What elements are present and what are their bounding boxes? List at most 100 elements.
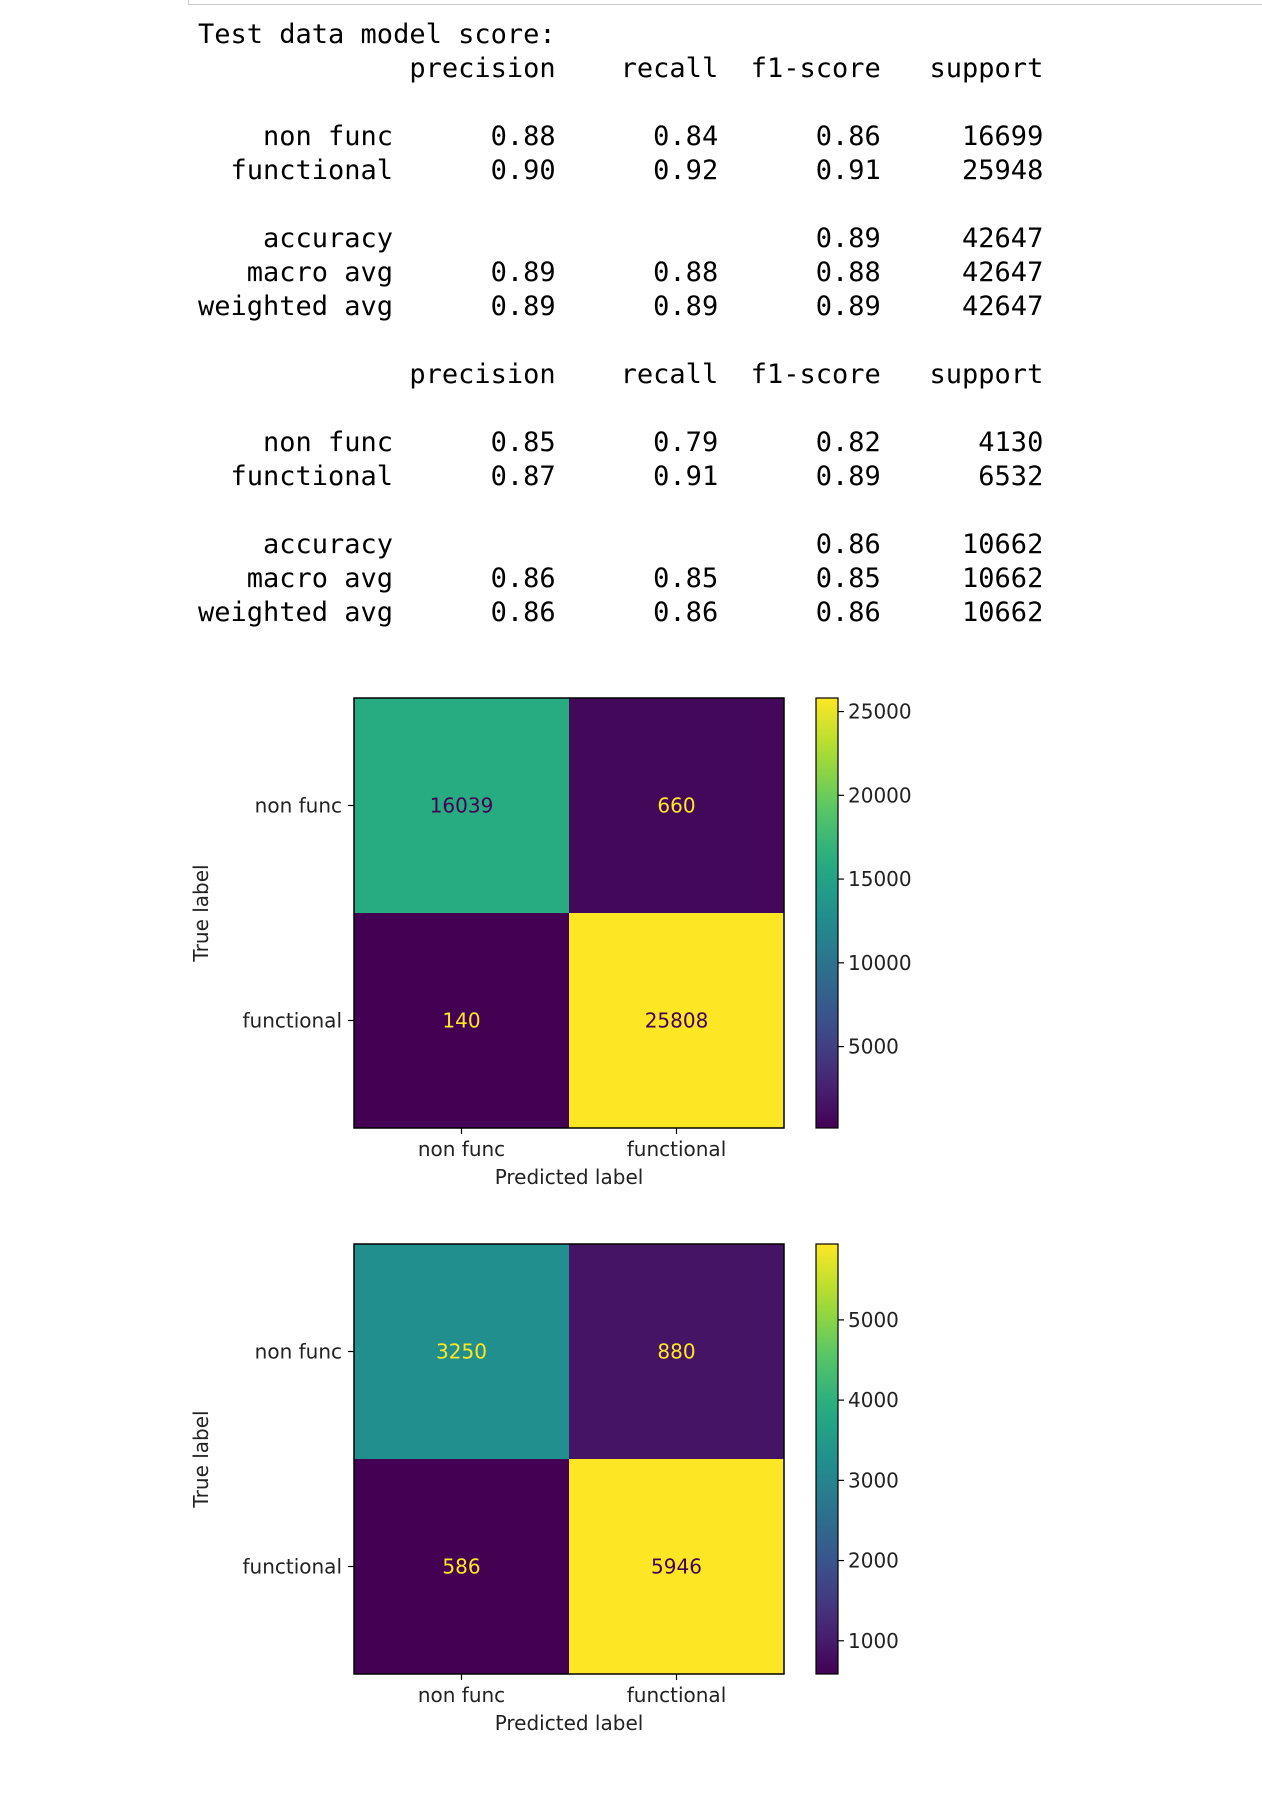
cell-value: 0.89 bbox=[718, 461, 881, 492]
row-label: macro avg bbox=[198, 257, 394, 288]
cell-value: 0.84 bbox=[555, 121, 719, 152]
cell-value: 0.88 bbox=[718, 257, 881, 288]
cm-cell bbox=[569, 1459, 784, 1674]
confusion-matrix-1: 16039 660 140 25808 non func functional non fu… bbox=[180, 690, 940, 1250]
y-tick-label: non func bbox=[255, 794, 342, 818]
cm-cell bbox=[354, 698, 569, 913]
report-line: macro avg 0.89 0.88 0.88 42647 bbox=[198, 257, 1044, 288]
colorbar-tick-label: 1000 bbox=[848, 1629, 899, 1653]
report-line: precision recall f1-score support bbox=[198, 53, 1043, 84]
output-cell-border bbox=[188, 0, 1262, 5]
row-label: accuracy bbox=[198, 529, 394, 560]
column-header: f1-score bbox=[718, 359, 881, 390]
cell-value: 0.86 bbox=[718, 597, 881, 628]
cm-frame bbox=[353, 697, 785, 1129]
spacer bbox=[198, 359, 393, 390]
column-header: precision bbox=[393, 359, 556, 390]
report-line: Test data model score: bbox=[198, 19, 556, 50]
cell-value: 0.91 bbox=[718, 155, 881, 186]
cell-value: 0.89 bbox=[393, 257, 556, 288]
cell-value: 0.82 bbox=[718, 427, 881, 458]
cell-value: 10662 bbox=[880, 597, 1044, 628]
colorbar-tick-label: 5000 bbox=[848, 1035, 899, 1059]
cell-value: 0.86 bbox=[555, 597, 719, 628]
cell-value: 0.85 bbox=[718, 563, 881, 594]
cm-cell-value: 880 bbox=[657, 1340, 695, 1364]
y-axis-label: True label bbox=[189, 864, 213, 962]
cm-cell bbox=[569, 913, 784, 1128]
column-header: f1-score bbox=[718, 53, 881, 84]
cell-value bbox=[556, 223, 719, 254]
cell-value: 0.91 bbox=[555, 461, 719, 492]
column-header: recall bbox=[555, 53, 719, 84]
colorbar-tick-label: 5000 bbox=[848, 1308, 899, 1332]
report-line: non func 0.88 0.84 0.86 16699 bbox=[198, 121, 1043, 152]
colorbar-tick-label: 25000 bbox=[848, 700, 912, 724]
cell-value: 42647 bbox=[880, 223, 1044, 254]
row-label: weighted avg bbox=[198, 291, 394, 322]
y-tick-label: non func bbox=[255, 1340, 342, 1364]
x-tick-label: non func bbox=[418, 1137, 505, 1161]
cell-value: 10662 bbox=[880, 529, 1044, 560]
confusion-matrix-2: 3250 880 586 5946 non func functional non func… bbox=[180, 1236, 940, 1796]
cell-value: 0.86 bbox=[393, 597, 556, 628]
cm-cell-value: 25808 bbox=[645, 1009, 709, 1033]
cell-value: 0.85 bbox=[555, 563, 719, 594]
column-header: support bbox=[880, 359, 1044, 390]
x-axis-label: Predicted label bbox=[495, 1711, 644, 1735]
cell-value bbox=[556, 529, 719, 560]
report-line: functional 0.90 0.92 0.91 25948 bbox=[198, 155, 1044, 186]
cm-cell bbox=[569, 1244, 784, 1459]
cell-value: 0.89 bbox=[393, 291, 556, 322]
cm-frame bbox=[353, 1243, 785, 1675]
cm-cell-value: 660 bbox=[657, 794, 695, 818]
cell-value: 42647 bbox=[880, 291, 1044, 322]
cell-value bbox=[393, 223, 556, 254]
confusion-matrix-1-svg: 16039 660 140 25808 non func functional non fu… bbox=[189, 697, 912, 1189]
cm-cell-value: 3250 bbox=[436, 1340, 487, 1364]
cell-value: 0.88 bbox=[393, 121, 556, 152]
cell-value: 0.89 bbox=[718, 291, 881, 322]
x-tick-label: functional bbox=[627, 1683, 727, 1707]
colorbar-tick-label: 10000 bbox=[848, 951, 912, 975]
cm-cell-value: 586 bbox=[442, 1555, 480, 1579]
cm-cell bbox=[354, 1459, 569, 1674]
cm-cell-value: 16039 bbox=[430, 794, 494, 818]
cell-value: 0.86 bbox=[718, 529, 881, 560]
cell-value: 0.88 bbox=[555, 257, 719, 288]
colorbar-tick-label: 15000 bbox=[848, 867, 912, 891]
colorbar-tick-label: 4000 bbox=[848, 1388, 899, 1412]
y-tick-label: functional bbox=[242, 1009, 342, 1033]
colorbar-tick-label: 3000 bbox=[848, 1468, 899, 1492]
row-label: non func bbox=[198, 121, 394, 152]
colorbar bbox=[815, 1243, 839, 1675]
cell-value: 0.85 bbox=[393, 427, 556, 458]
classification-report: Test data model score: precision recall … bbox=[198, 18, 1043, 630]
report-line: accuracy 0.89 42647 bbox=[198, 223, 1043, 254]
cm-cell-value: 140 bbox=[442, 1009, 480, 1033]
colorbar bbox=[815, 697, 839, 1129]
cell-value: 0.87 bbox=[393, 461, 556, 492]
row-label: weighted avg bbox=[198, 597, 394, 628]
colorbar-tick-label: 20000 bbox=[848, 783, 912, 807]
report-line: non func 0.85 0.79 0.82 4130 bbox=[198, 427, 1043, 458]
report-line: weighted avg 0.86 0.86 0.86 10662 bbox=[198, 597, 1043, 628]
row-label: macro avg bbox=[198, 563, 394, 594]
spacer bbox=[198, 53, 393, 84]
colorbar-tick-label: 2000 bbox=[848, 1549, 899, 1573]
x-tick-label: non func bbox=[418, 1683, 505, 1707]
column-header: recall bbox=[555, 359, 719, 390]
column-header: support bbox=[880, 53, 1044, 84]
cell-value: 25948 bbox=[880, 155, 1044, 186]
cell-value: 0.92 bbox=[555, 155, 719, 186]
cm-cell-value: 5946 bbox=[651, 1555, 702, 1579]
cell-value bbox=[393, 529, 556, 560]
cell-value: 10662 bbox=[880, 563, 1044, 594]
y-tick-label: functional bbox=[242, 1555, 342, 1579]
x-tick-label: functional bbox=[627, 1137, 727, 1161]
report-line: functional 0.87 0.91 0.89 6532 bbox=[198, 461, 1044, 492]
cm-cell bbox=[569, 698, 784, 913]
report-line: macro avg 0.86 0.85 0.85 10662 bbox=[198, 563, 1044, 594]
cm-cell bbox=[354, 1244, 569, 1459]
cell-value: 42647 bbox=[880, 257, 1044, 288]
